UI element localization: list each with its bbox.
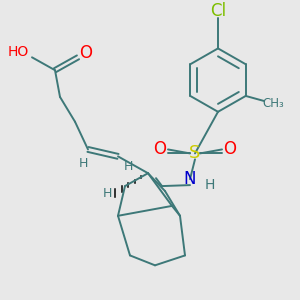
Text: CH₃: CH₃ xyxy=(263,98,285,110)
Text: O: O xyxy=(80,44,92,62)
Text: O: O xyxy=(154,140,166,158)
Text: H: H xyxy=(123,160,133,173)
Text: H: H xyxy=(102,187,112,200)
Text: H: H xyxy=(205,178,215,192)
Text: Cl: Cl xyxy=(210,2,226,20)
Text: O: O xyxy=(224,140,236,158)
Text: N: N xyxy=(184,170,196,188)
Text: S: S xyxy=(189,144,201,162)
Text: HO: HO xyxy=(8,45,29,59)
Text: H: H xyxy=(78,157,88,170)
